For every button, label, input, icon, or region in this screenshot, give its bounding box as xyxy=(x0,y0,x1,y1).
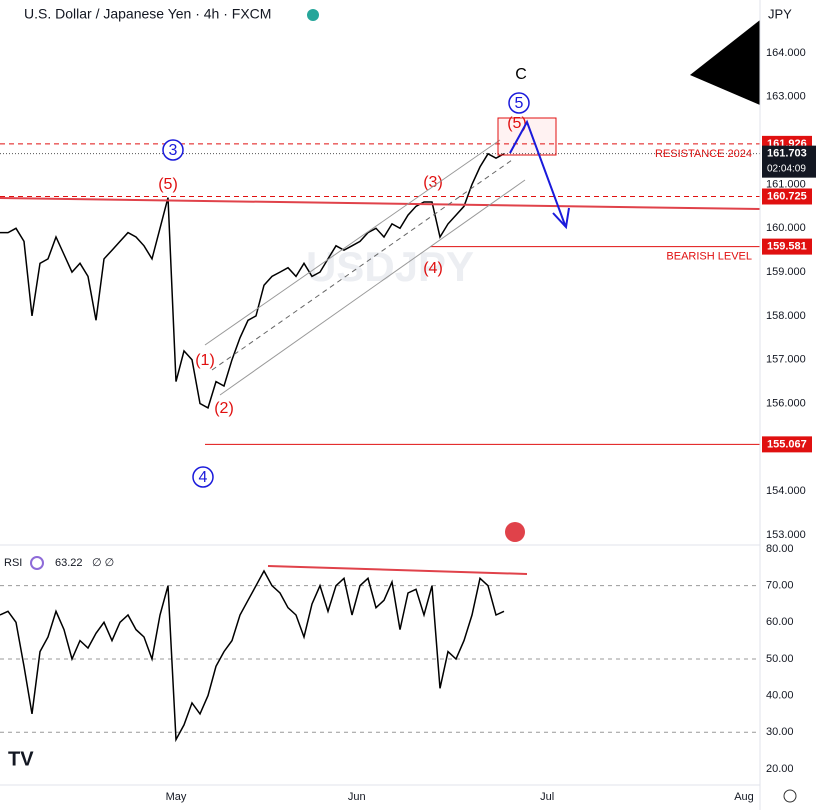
wave-label: 5 xyxy=(515,95,524,112)
wave-label: 4 xyxy=(199,469,208,486)
arrow-head xyxy=(552,207,570,230)
level-label: 160.725 xyxy=(767,190,807,202)
level-text: BEARISH LEVEL xyxy=(666,251,752,263)
watermark: USDJPY xyxy=(306,243,474,290)
wave-label: (1) xyxy=(195,352,215,369)
level-label: 159.581 xyxy=(767,241,807,253)
status-dot xyxy=(307,9,319,21)
wave-label: (3) xyxy=(423,174,443,191)
y-tick-label: 163.000 xyxy=(766,91,806,103)
countdown: 02:04:09 xyxy=(767,163,806,174)
y-tick-label: 156.000 xyxy=(766,397,806,409)
wave-circle xyxy=(508,92,530,114)
settings[interactable] xyxy=(783,789,797,803)
forecast-arrow xyxy=(509,119,566,226)
y-tick-label: 161.000 xyxy=(766,178,806,190)
level-label: 155.067 xyxy=(767,438,807,450)
y-tick-label: 157.000 xyxy=(766,354,806,366)
last-price-label: 161.703 xyxy=(767,148,807,160)
y-tick-label: 158.000 xyxy=(766,310,806,322)
level-box xyxy=(762,188,812,205)
x-tick-label: Jun xyxy=(348,791,366,803)
event-icon[interactable] xyxy=(505,522,525,542)
y-tick-label: 20.00 xyxy=(766,763,794,775)
currency[interactable]: JPY xyxy=(768,6,792,21)
y-tick-label: 50.00 xyxy=(766,653,794,665)
channel-line xyxy=(219,179,526,396)
wave-label: (2) xyxy=(214,400,234,417)
logo: TV xyxy=(8,748,34,770)
y-tick-label: 153.000 xyxy=(766,529,806,541)
y-tick-label: 80.00 xyxy=(766,543,794,555)
x-tick-label: May xyxy=(166,791,187,803)
y-tick-label: 30.00 xyxy=(766,726,794,738)
rsi-icon xyxy=(30,556,44,570)
y-tick-label: 40.00 xyxy=(766,690,794,702)
y-tick-label: 70.00 xyxy=(766,580,794,592)
x-tick-label: Aug xyxy=(734,791,754,803)
shape xyxy=(690,20,760,105)
rsi-divergence xyxy=(267,565,528,575)
rsi-value: 63.22 xyxy=(55,557,83,569)
y-tick-label: 160.000 xyxy=(766,222,806,234)
channel-mid xyxy=(211,159,513,371)
wave-circle xyxy=(162,139,184,161)
y-tick-label: 154.000 xyxy=(766,485,806,497)
channel-line xyxy=(204,139,501,346)
wave-label: (5) xyxy=(507,115,527,132)
wave-label: (5) xyxy=(158,176,178,193)
level-text: RESISTANCE 2024 xyxy=(655,148,752,160)
y-tick-label: 60.00 xyxy=(766,616,794,628)
x-tick-label: Jul xyxy=(540,791,554,803)
wave-label: (4) xyxy=(423,260,443,277)
chart-title: U.S. Dollar / Japanese Yen · 4h · FXCM xyxy=(24,6,271,22)
price-axis xyxy=(760,0,818,810)
y-tick-label: 159.000 xyxy=(766,266,806,278)
series-line xyxy=(0,569,505,743)
trend-line xyxy=(0,197,761,210)
rsi-icon: ∅ ∅ xyxy=(92,557,114,569)
rsi-title: RSI xyxy=(4,557,22,569)
wave-label: C xyxy=(515,66,527,83)
wave-circle xyxy=(192,466,214,488)
level-box xyxy=(762,436,812,453)
last-price-box xyxy=(762,145,816,178)
wave-label: 3 xyxy=(169,142,178,159)
y-tick-label: 164.000 xyxy=(766,47,806,59)
level-box xyxy=(762,238,812,255)
